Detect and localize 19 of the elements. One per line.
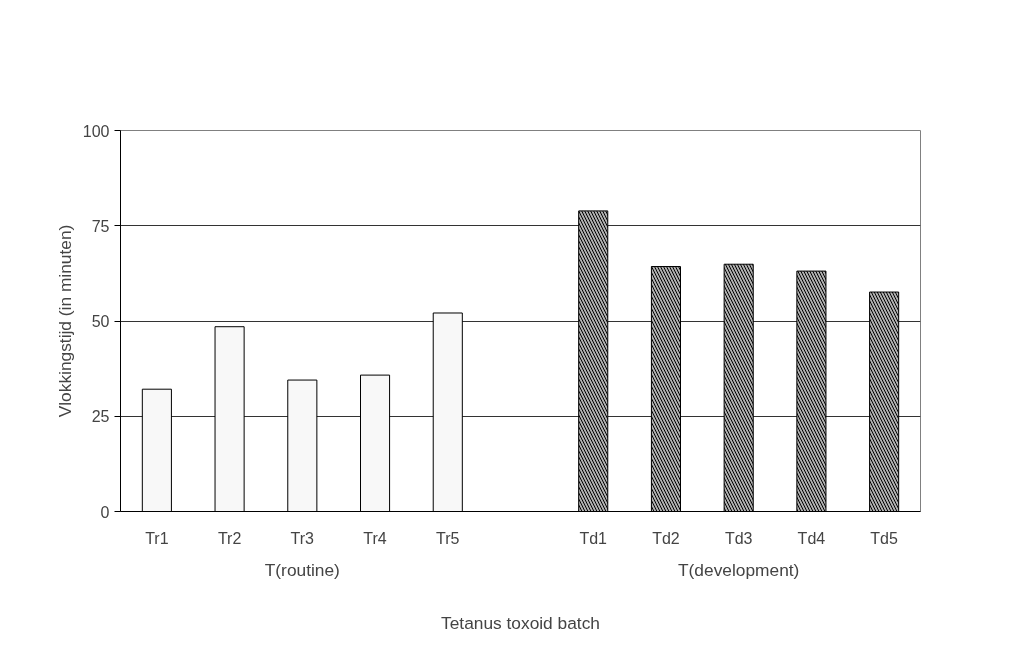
x-tick-label: Td2 [652, 529, 680, 547]
x-tick-label: Tr2 [217, 529, 242, 547]
x-tick-label: Tr3 [290, 529, 315, 547]
y-tick-label: 100 [82, 122, 110, 140]
x-tick-label: Td1 [579, 529, 608, 547]
x-tick-label: Td4 [797, 529, 826, 547]
y-tick-label: 75 [91, 217, 110, 235]
x-tick-label: Td3 [724, 529, 753, 547]
text: T(development) [678, 559, 800, 580]
text: T(routine) [264, 559, 340, 580]
x-axis-title: Tetanus toxoid batch [441, 612, 600, 633]
y-tick-label: 25 [91, 408, 110, 426]
y-tick-label: 0 [100, 503, 110, 521]
x-tick-label: Tr1 [145, 529, 169, 547]
y-tick-label: 50 [91, 313, 110, 330]
x-tick-label: Tr5 [436, 529, 460, 547]
x-tick-label: Tr4 [363, 529, 387, 547]
x-tick-label: Td5 [870, 529, 899, 547]
y-axis-title: Vlokkingstijd (in minuten) [54, 224, 75, 418]
